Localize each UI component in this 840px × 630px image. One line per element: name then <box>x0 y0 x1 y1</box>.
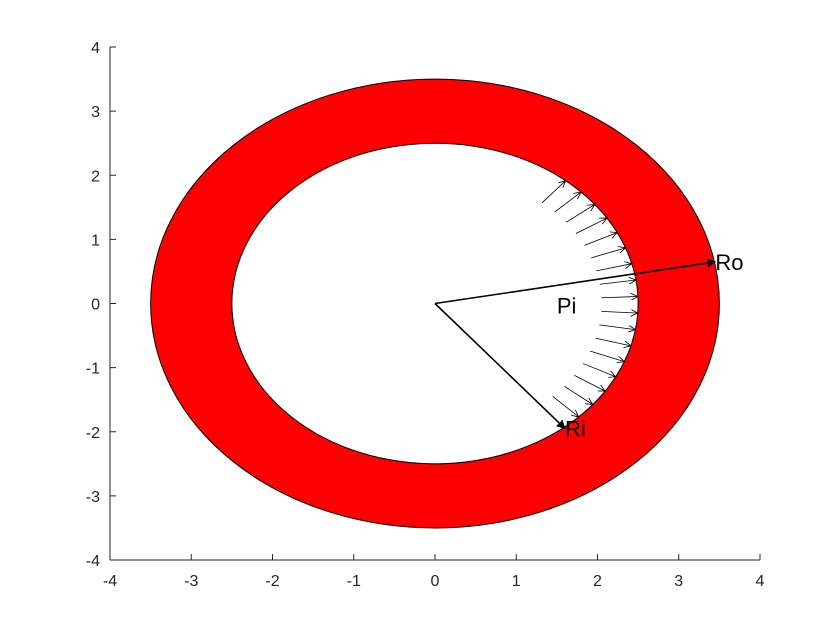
pressure-arrow <box>583 363 616 377</box>
y-tick-label: 3 <box>91 104 100 121</box>
pressure-arrow <box>565 205 595 223</box>
y-tick-label: -3 <box>86 489 100 506</box>
y-ticks: -4 -3 -2 -1 0 1 2 3 4 <box>86 40 116 570</box>
label-ro: Ro <box>715 250 743 275</box>
axes: -4 -3 -2 -1 0 1 2 3 4 -4 -3 -2 -1 0 1 2 3 4 <box>86 40 765 590</box>
pressure-arrow <box>601 297 638 298</box>
x-ticks: -4 -3 -2 -1 0 1 2 3 4 <box>103 554 765 590</box>
label-ri: Ri <box>565 417 586 442</box>
pressure-arrow <box>599 324 635 330</box>
pressure-arrow <box>575 218 607 234</box>
x-tick-label: -1 <box>347 573 361 590</box>
x-tick-label: 1 <box>512 573 521 590</box>
pressure-vessel-ring <box>150 78 720 529</box>
pressure-arrow <box>564 386 592 404</box>
x-tick-label: 2 <box>593 573 602 590</box>
pressure-arrow <box>599 280 636 285</box>
pressure-arrow <box>590 350 624 361</box>
radius-vectors <box>434 258 717 430</box>
radius-vector-ro <box>434 258 717 305</box>
annotations: Ro Ri Pi <box>557 250 744 442</box>
pressure-arrow <box>591 248 625 259</box>
x-tick-label: 4 <box>756 573 765 590</box>
pressure-arrow <box>552 396 579 416</box>
x-tick-label: -3 <box>184 573 198 590</box>
y-tick-label: -1 <box>86 361 100 378</box>
pressure-arrow <box>574 374 605 391</box>
pressure-arrow <box>595 337 631 346</box>
pressure-arrow <box>554 192 581 213</box>
label-pi: Pi <box>557 294 577 319</box>
pressure-arrow <box>584 233 617 246</box>
pressure-arrows <box>541 181 638 417</box>
y-tick-label: -2 <box>86 425 100 442</box>
pressure-arrow <box>601 311 637 313</box>
x-tick-label: -2 <box>265 573 279 590</box>
x-tick-label: 3 <box>674 573 683 590</box>
radius-vector-ri <box>434 302 566 430</box>
x-tick-label: -4 <box>103 573 117 590</box>
y-tick-label: -4 <box>86 553 100 570</box>
y-tick-label: 0 <box>91 297 100 314</box>
y-tick-label: 2 <box>91 168 100 185</box>
pressure-arrow <box>541 181 566 204</box>
y-tick-label: 1 <box>91 232 100 249</box>
y-tick-label: 4 <box>91 40 100 57</box>
x-tick-label: 0 <box>431 573 440 590</box>
pressure-arrow <box>596 264 631 272</box>
